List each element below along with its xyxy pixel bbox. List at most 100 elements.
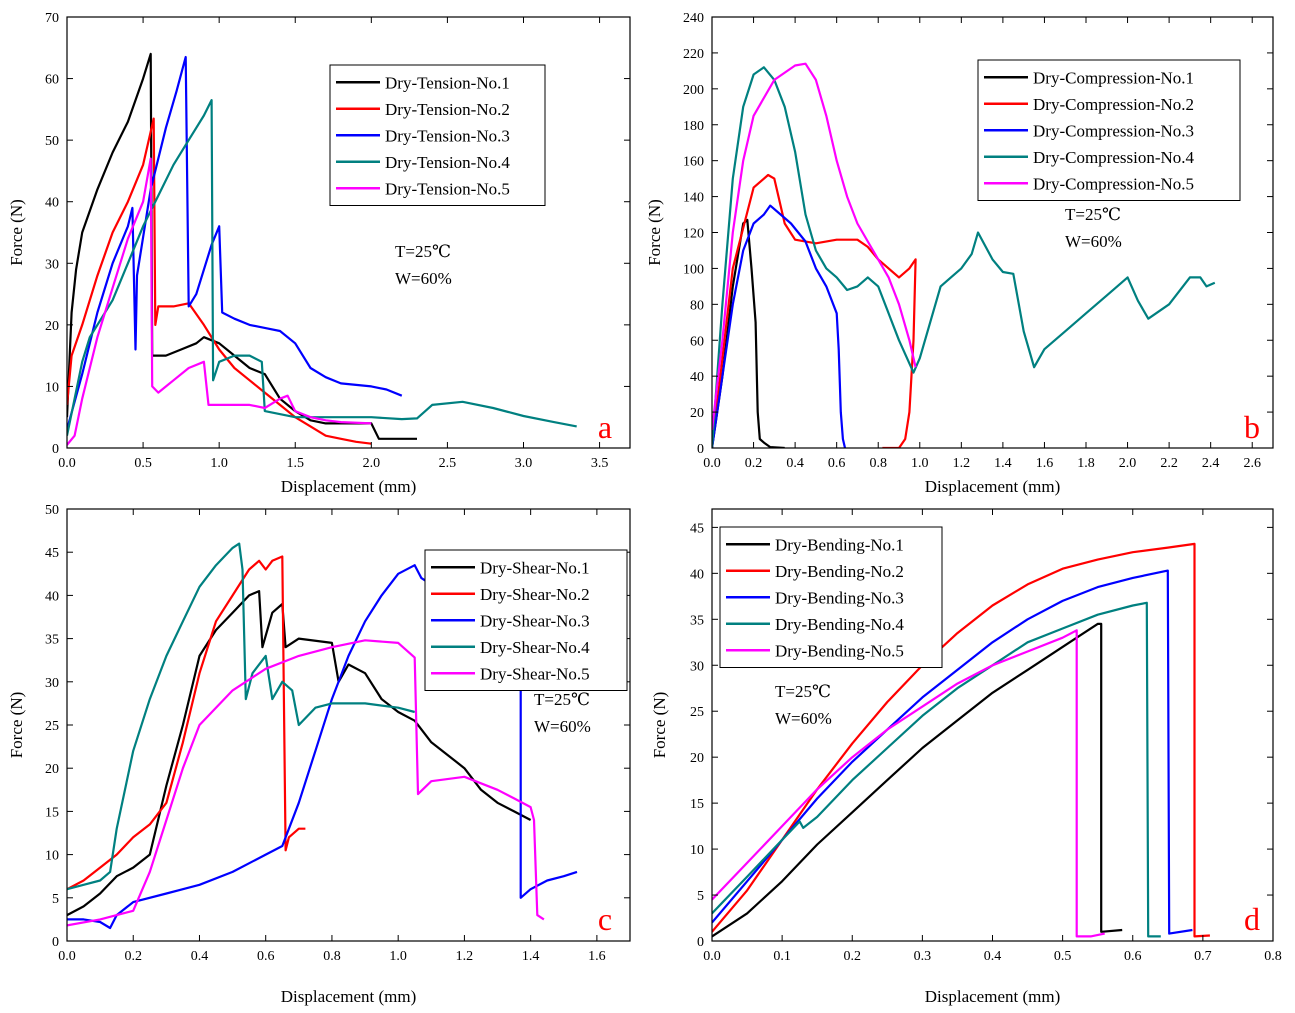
panel-letter: b [1244, 409, 1260, 445]
y-tick-label: 60 [45, 73, 59, 88]
y-tick-label: 5 [52, 892, 59, 907]
y-tick-label: 35 [45, 633, 59, 648]
legend: Dry-Shear-No.1 Dry-Shear-No.2 Dry-Shear-No… [425, 550, 627, 691]
y-tick-label: 160 [683, 155, 704, 170]
y-tick-label: 30 [690, 659, 704, 674]
y-tick-label: 20 [45, 762, 59, 777]
legend-label: Dry-Shear-No.3 [480, 611, 590, 630]
legend-label: Dry-Shear-No.4 [480, 638, 590, 657]
legend-label: Dry-Tension-No.3 [385, 126, 510, 145]
y-tick-label: 40 [45, 589, 59, 604]
x-tick-label: 2.0 [363, 456, 381, 471]
y-tick-label: 0 [697, 442, 704, 457]
x-tick-label: 0.6 [828, 456, 846, 471]
y-tick-label: 140 [683, 191, 704, 206]
panel-letter: d [1244, 901, 1260, 937]
y-tick-label: 80 [690, 298, 704, 313]
y-tick-label: 20 [690, 751, 704, 766]
y-tick-label: 45 [45, 546, 59, 561]
x-tick-label: 1.4 [994, 456, 1012, 471]
legend: Dry-Bending-No.1 Dry-Bending-No.2 Dry-Bend… [720, 527, 942, 668]
condition-annotation: T=25℃ [534, 690, 590, 709]
panel-b: 0.0 0.2 0.4 0.6 0.8 1.0 1.2 1.4 1.6 1.8 2.0 2.2 2.4 2… [645, 11, 1273, 496]
legend-label: Dry-Shear-No.2 [480, 585, 590, 604]
x-tick-label: 2.2 [1160, 456, 1178, 471]
x-tick-label: 1.5 [286, 456, 304, 471]
y-tick-label: 10 [690, 843, 704, 858]
legend-label: Dry-Shear-No.5 [480, 664, 590, 683]
condition-annotation: W=60% [534, 717, 591, 736]
x-axis-label: Displacement (mm) [925, 987, 1061, 1006]
x-tick-label: 0.0 [58, 949, 76, 964]
x-tick-label: 1.6 [588, 949, 606, 964]
legend-label: Dry-Compression-No.3 [1033, 121, 1194, 140]
x-axis-label: Displacement (mm) [925, 477, 1061, 496]
legend-label: Dry-Tension-No.1 [385, 73, 510, 92]
legend-label: Dry-Bending-No.5 [775, 641, 904, 660]
condition-annotation: W=60% [775, 709, 832, 728]
x-tick-label: 2.5 [439, 456, 457, 471]
x-tick-label: 0.1 [773, 949, 791, 964]
x-tick-label: 0.4 [786, 456, 804, 471]
x-tick-label: 2.6 [1243, 456, 1261, 471]
series-line-2 [67, 119, 371, 444]
x-tick-label: 0.4 [984, 949, 1002, 964]
y-axis-label: Force (N) [7, 692, 26, 759]
y-axis-label: Force (N) [645, 199, 664, 266]
y-tick-label: 35 [690, 613, 704, 628]
x-tick-label: 0.0 [703, 949, 721, 964]
series-line-2 [712, 175, 916, 448]
legend-label: Dry-Tension-No.2 [385, 100, 510, 119]
y-tick-label: 0 [52, 935, 59, 950]
panel-d: 0.0 0.1 0.2 0.3 0.4 0.5 0.6 0.7 0.8 0 5 10 15 20 25 30 3… [650, 509, 1282, 1006]
series-line-2 [67, 557, 305, 890]
legend: Dry-Tension-No.1 Dry-Tension-No.2 Dry-Tens… [330, 65, 545, 206]
y-tick-label: 0 [697, 935, 704, 950]
y-tick-label: 15 [690, 797, 704, 812]
panel-a: 0.0 0.5 1.0 1.5 2.0 2.5 3.0 3.5 0 10 20 30 40 50 60 70 D… [7, 11, 630, 496]
y-tick-label: 40 [690, 567, 704, 582]
condition-annotation: T=25℃ [395, 242, 451, 261]
y-tick-label: 70 [45, 11, 59, 26]
x-tick-label: 2.0 [1119, 456, 1137, 471]
x-axis-label: Displacement (mm) [281, 477, 417, 496]
y-tick-label: 30 [45, 257, 59, 272]
legend-label: Dry-Compression-No.1 [1033, 68, 1194, 87]
condition-annotation: W=60% [395, 269, 452, 288]
y-tick-label: 20 [45, 319, 59, 334]
y-tick-label: 220 [683, 47, 704, 62]
panel-letter: c [598, 901, 612, 937]
x-tick-label: 0.2 [124, 949, 142, 964]
x-tick-label: 1.0 [389, 949, 407, 964]
series-line-4 [67, 544, 415, 890]
condition-annotation: W=60% [1065, 232, 1122, 251]
y-tick-label: 180 [683, 119, 704, 134]
x-tick-label: 0.6 [257, 949, 275, 964]
legend: Dry-Compression-No.1Dry-Compression-No.2… [978, 60, 1240, 201]
x-tick-label: 1.2 [456, 949, 474, 964]
legend-label: Dry-Compression-No.5 [1033, 174, 1194, 193]
legend-label: Dry-Shear-No.1 [480, 558, 590, 577]
y-tick-label: 60 [690, 334, 704, 349]
y-tick-label: 50 [45, 134, 59, 149]
x-tick-label: 0.5 [134, 456, 152, 471]
x-tick-label: 0.6 [1124, 949, 1142, 964]
x-tick-label: 0.0 [58, 456, 76, 471]
legend-label: Dry-Bending-No.3 [775, 588, 904, 607]
y-tick-label: 30 [45, 676, 59, 691]
x-axis-label: Displacement (mm) [281, 987, 417, 1006]
x-tick-label: 1.8 [1077, 456, 1095, 471]
x-tick-label: 0.8 [869, 456, 887, 471]
legend-label: Dry-Bending-No.2 [775, 562, 904, 581]
y-tick-label: 5 [697, 889, 704, 904]
y-tick-label: 15 [45, 805, 59, 820]
x-tick-label: 3.0 [515, 456, 533, 471]
legend-label: Dry-Tension-No.5 [385, 179, 510, 198]
y-tick-label: 20 [690, 406, 704, 421]
x-tick-label: 2.4 [1202, 456, 1220, 471]
x-tick-label: 0.4 [191, 949, 209, 964]
x-tick-label: 1.6 [1036, 456, 1054, 471]
y-tick-label: 10 [45, 849, 59, 864]
condition-annotation: T=25℃ [1065, 205, 1121, 224]
